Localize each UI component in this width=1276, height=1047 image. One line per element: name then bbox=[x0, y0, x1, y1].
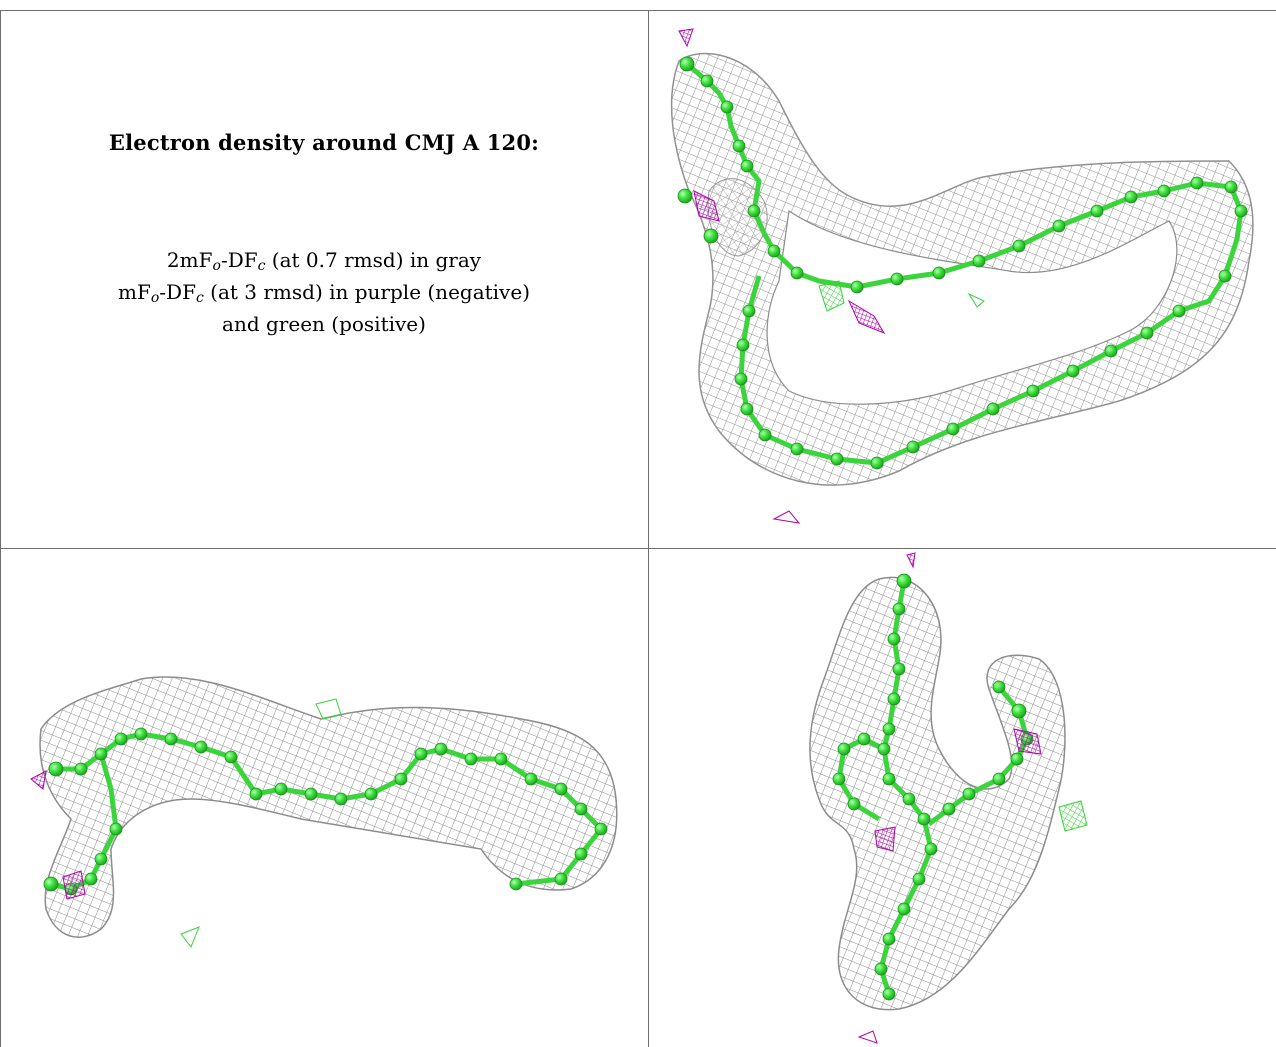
density-mesh bbox=[670, 52, 1254, 486]
positive-blob bbox=[315, 698, 342, 720]
density-view-top-right bbox=[649, 11, 1276, 548]
density-view-bottom-left bbox=[1, 549, 648, 1047]
center-divider bbox=[648, 10, 649, 1047]
negative-blob bbox=[62, 870, 86, 900]
left-border bbox=[0, 10, 1, 1047]
negative-blob bbox=[772, 510, 801, 524]
negative-blob bbox=[847, 299, 886, 335]
legend-line-fofc: mFo-DFc (at 3 rmsd) in purple (negative) bbox=[118, 280, 530, 306]
negative-blob bbox=[1013, 728, 1042, 755]
negative-blob bbox=[874, 826, 896, 852]
legend-text: 2mFo-DFc (at 0.7 rmsd) in gray mFo-DFc (… bbox=[0, 244, 648, 340]
negative-blob bbox=[30, 770, 47, 790]
positive-blob bbox=[180, 926, 200, 949]
figure-title: Electron density around CMJ A 120: bbox=[108, 130, 540, 155]
legend-line-positive: and green (positive) bbox=[222, 312, 426, 336]
negative-blob bbox=[678, 28, 694, 48]
model-atoms bbox=[832, 573, 1034, 1001]
positive-blob bbox=[967, 292, 985, 308]
model-bonds bbox=[878, 580, 934, 995]
middle-divider bbox=[0, 548, 1276, 549]
legend-line-2fofc: 2mFo-DFc (at 0.7 rmsd) in gray bbox=[166, 248, 482, 274]
density-view-bottom-right bbox=[649, 549, 1276, 1047]
positive-blob bbox=[818, 280, 845, 312]
density-mesh bbox=[39, 676, 618, 938]
negative-blob bbox=[906, 552, 916, 569]
caption-panel: Electron density around CMJ A 120: 2mFo-… bbox=[0, 0, 648, 548]
positive-blob bbox=[1058, 800, 1088, 832]
top-border bbox=[0, 10, 1276, 11]
model-atoms bbox=[677, 56, 1248, 470]
negative-blob bbox=[693, 190, 720, 222]
negative-blob bbox=[857, 1030, 878, 1044]
